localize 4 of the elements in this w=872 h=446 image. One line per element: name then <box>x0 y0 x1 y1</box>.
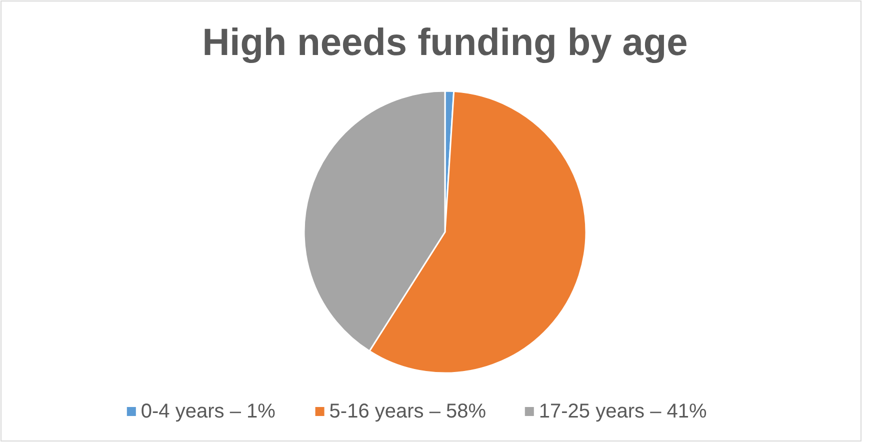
legend-label: 5-16 years – 58% <box>329 400 486 422</box>
legend-label: 17-25 years – 41% <box>538 400 707 422</box>
legend-label: 0-4 years – 1% <box>140 400 276 422</box>
chart-title: High needs funding by age <box>202 22 688 64</box>
